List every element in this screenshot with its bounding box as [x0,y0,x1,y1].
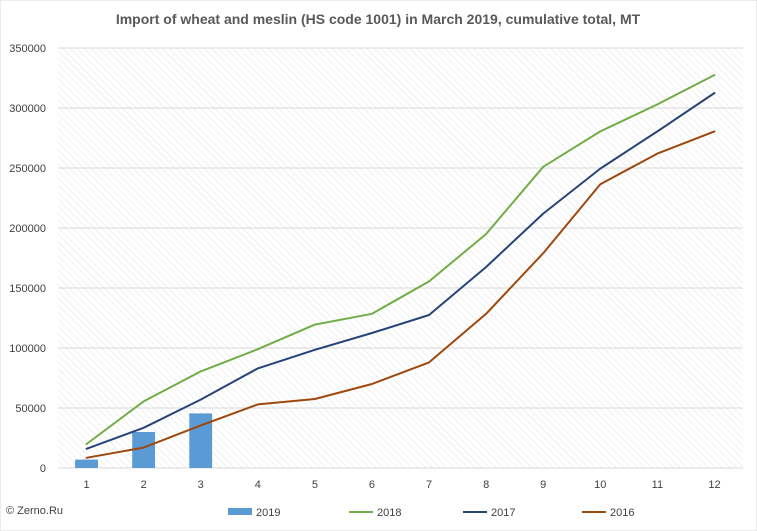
series-line-2018 [85,74,716,445]
plot-area-hatch [58,48,743,468]
legend-label-2019: 2019 [256,507,280,519]
series-line-2016 [85,130,716,459]
x-tick-label: 11 [652,479,663,491]
series-line-2017 [85,92,716,450]
legend: 2019 2018 2017 2016 [228,507,634,519]
y-tick-label: 0 [40,463,46,475]
legend-label-2017: 2017 [491,507,515,519]
x-tick-label: 1 [83,479,89,491]
y-tick-label: 350000 [9,43,46,55]
x-tick-label: 9 [540,479,546,491]
y-tick-label: 150000 [9,283,46,295]
y-tick-label: 300000 [9,103,46,115]
credit-text: © Zerno.Ru [6,505,63,517]
x-tick-label: 6 [369,479,375,491]
y-axis-ticks: 0 50000 100000 150000 200000 250000 300000 3500… [9,43,46,475]
x-tick-label: 8 [483,479,489,491]
lines-layer [85,74,716,459]
grid-layer [58,47,743,469]
x-axis-ticks: 1 2 3 4 5 6 7 8 9 10 11 12 [83,479,720,491]
x-tick-label: 2 [141,479,147,491]
y-tick-label: 100000 [9,343,46,355]
x-tick-label: 4 [255,479,261,491]
y-tick-label: 250000 [9,163,46,175]
legend-label-2018: 2018 [377,507,401,519]
x-tick-label: 3 [198,479,204,491]
x-tick-label: 12 [708,479,720,491]
y-tick-label: 200000 [9,223,46,235]
chart-title: Import of wheat and meslin (HS code 1001… [116,11,641,27]
bar-2019-2 [132,432,156,468]
x-tick-label: 7 [426,479,432,491]
bar-2019-1 [75,459,98,468]
x-tick-label: 5 [312,479,318,491]
x-tick-label: 10 [594,479,606,491]
legend-label-2016: 2016 [610,507,634,519]
legend-swatch-2019 [228,508,252,515]
y-tick-label: 50000 [15,403,46,415]
